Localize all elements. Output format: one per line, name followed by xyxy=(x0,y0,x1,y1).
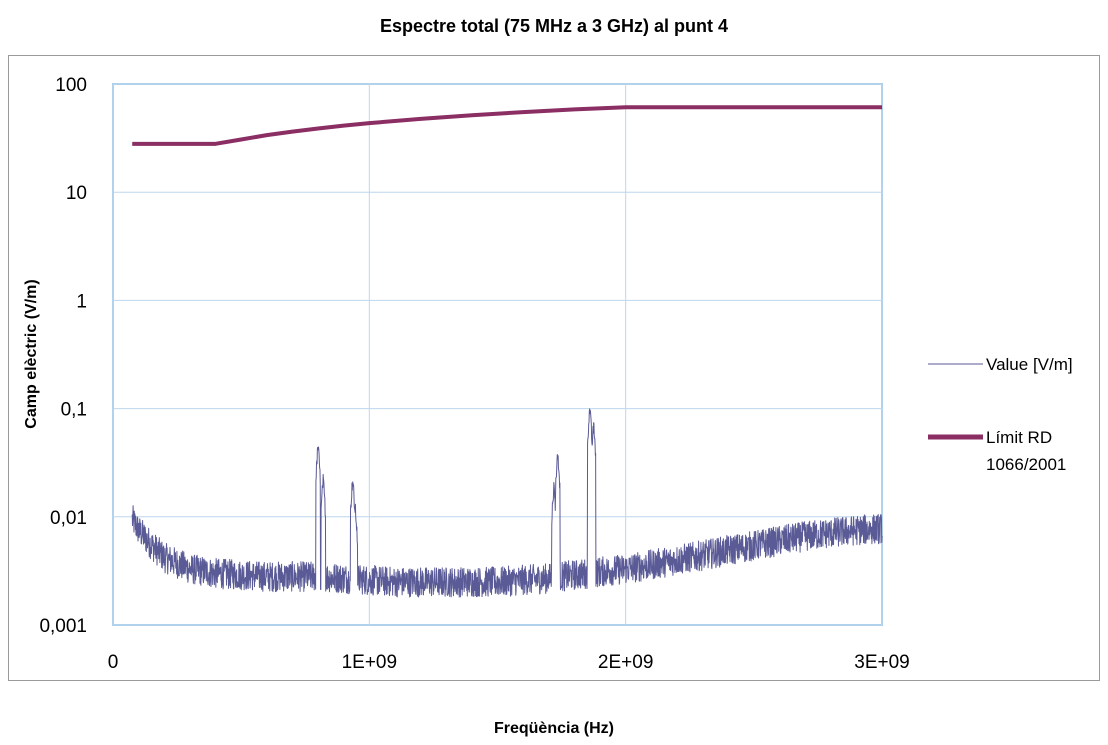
y-tick-label: 0,001 xyxy=(39,616,87,637)
legend-label-value: Value [V/m] xyxy=(986,355,1073,374)
x-axis-label: Freqüència (Hz) xyxy=(494,720,614,737)
x-tick-label: 3E+09 xyxy=(854,652,909,673)
legend-label-limit-line1: Límit RD xyxy=(986,428,1052,447)
y-tick-label: 0,01 xyxy=(50,508,87,529)
y-tick-label: 0,1 xyxy=(61,400,87,421)
tick-labels: 0,001 0,01 0,1 1 10 100 0 1E+09 2E+09 3E+09 xyxy=(39,75,909,673)
x-tick-label: 0 xyxy=(108,652,119,673)
y-tick-label: 10 xyxy=(66,183,87,204)
series-line-value xyxy=(131,408,883,598)
x-tick-label: 1E+09 xyxy=(342,652,397,673)
y-tick-label: 100 xyxy=(55,75,87,96)
y-tick-label: 1 xyxy=(76,291,87,312)
legend-label-limit: Límit RD 1066/2001 xyxy=(986,428,1066,474)
x-tick-label: 2E+09 xyxy=(598,652,653,673)
y-axis-label: Camp elèctric (V/m) xyxy=(23,279,40,428)
legend: Value [V/m] Límit RD 1066/2001 xyxy=(928,355,1073,474)
chart-title: Espectre total (75 MHz a 3 GHz) al punt … xyxy=(380,16,728,36)
gridlines xyxy=(112,83,883,626)
series-line-limit xyxy=(132,105,882,146)
legend-label-limit-line2: 1066/2001 xyxy=(986,455,1066,474)
series-group xyxy=(131,105,883,598)
